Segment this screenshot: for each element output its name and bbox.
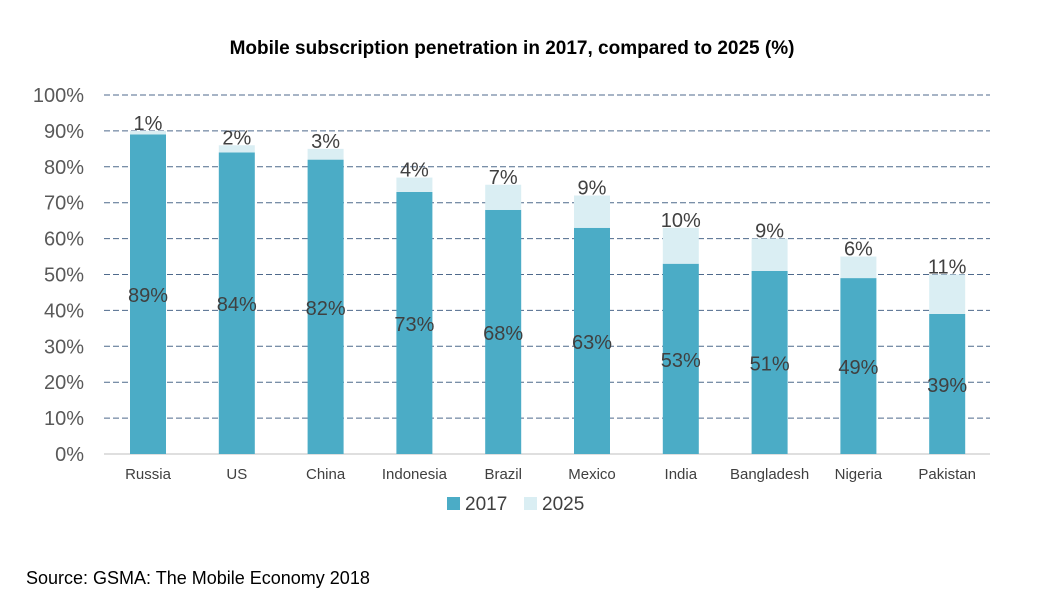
- y-tick-label: 40%: [44, 300, 84, 322]
- data-label-2017: 89%: [128, 285, 168, 307]
- bar-2017: [751, 270, 788, 454]
- y-tick-label: 10%: [44, 408, 84, 430]
- data-label-2017: 68%: [483, 323, 523, 345]
- y-tick-label: 100%: [33, 85, 84, 107]
- x-tick-label: Nigeria: [835, 466, 883, 483]
- bar-2025: [218, 145, 255, 153]
- x-tick-label: Bangladesh: [730, 466, 809, 483]
- bar-2025: [396, 177, 433, 192]
- bar-2025: [662, 227, 699, 264]
- source-note: Source: GSMA: The Mobile Economy 2018: [26, 568, 370, 588]
- data-label-2017: 73%: [394, 314, 434, 336]
- legend-swatch-2025: [524, 497, 537, 510]
- data-label-2017: 53%: [661, 350, 701, 372]
- bar-2025: [485, 184, 522, 210]
- bar-2017: [218, 152, 255, 454]
- bar-2017: [574, 227, 610, 454]
- x-tick-label: Pakistan: [918, 466, 976, 483]
- bar-2025: [751, 238, 788, 271]
- data-label-2025: 9%: [578, 178, 607, 200]
- bar-2025: [574, 195, 610, 228]
- bar-2017: [130, 134, 166, 455]
- bar-2017: [840, 278, 877, 454]
- x-tick-label: Russia: [125, 466, 172, 483]
- y-tick-label: 0%: [55, 444, 84, 466]
- data-label-2025: 7%: [489, 167, 518, 189]
- x-tick-label: India: [665, 466, 698, 483]
- bar-2025: [130, 130, 166, 135]
- data-label-2025: 2%: [222, 127, 251, 149]
- x-tick-label: China: [306, 466, 346, 483]
- x-tick-label: US: [226, 466, 247, 483]
- chart-title: Mobile subscription penetration in 2017,…: [229, 38, 795, 59]
- y-tick-label: 50%: [44, 265, 84, 287]
- data-label-2025: 9%: [755, 221, 784, 243]
- bar-2025: [307, 148, 344, 160]
- bar-2017: [662, 263, 699, 454]
- data-label-2017: 84%: [217, 294, 257, 316]
- x-tick-label: Mexico: [568, 466, 616, 483]
- legend-label-2025: 2025: [542, 494, 584, 515]
- data-label-2025: 3%: [311, 131, 340, 153]
- data-label-2025: 1%: [134, 113, 163, 135]
- data-label-2017: 39%: [927, 375, 967, 397]
- x-tick-label: Indonesia: [382, 466, 448, 483]
- y-tick-label: 90%: [44, 121, 84, 143]
- bar-2017: [929, 313, 966, 454]
- y-tick-label: 80%: [44, 157, 84, 179]
- y-tick-label: 20%: [44, 372, 84, 394]
- bar-2017: [307, 159, 344, 454]
- data-label-2017: 82%: [306, 298, 346, 320]
- data-label-2017: 51%: [750, 353, 790, 375]
- data-label-2017: 49%: [838, 357, 878, 379]
- y-tick-label: 30%: [44, 336, 84, 358]
- bar-2025: [929, 274, 966, 314]
- data-label-2025: 11%: [928, 257, 967, 279]
- legend-label-2017: 2017: [465, 494, 507, 515]
- data-label-2025: 6%: [844, 239, 873, 261]
- bar-2025: [840, 256, 877, 279]
- data-label-2017: 63%: [572, 332, 612, 354]
- legend-swatch-2017: [447, 497, 460, 510]
- bar-2017: [485, 209, 522, 454]
- data-label-2025: 10%: [661, 210, 701, 232]
- data-label-2025: 4%: [400, 160, 429, 182]
- y-tick-label: 70%: [44, 193, 84, 215]
- bar-2017: [396, 191, 433, 454]
- x-tick-label: Brazil: [484, 466, 522, 483]
- y-tick-label: 60%: [44, 229, 84, 251]
